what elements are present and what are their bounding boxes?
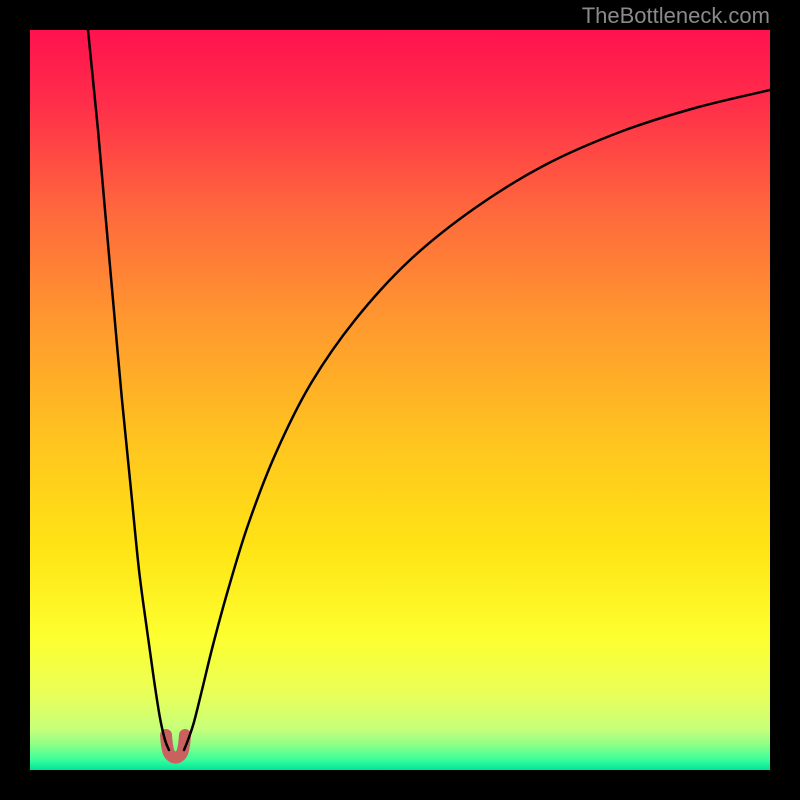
watermark-text: TheBottleneck.com xyxy=(582,3,770,29)
gradient-background xyxy=(30,30,770,770)
plot-area xyxy=(30,30,770,770)
chart-svg xyxy=(30,30,770,770)
